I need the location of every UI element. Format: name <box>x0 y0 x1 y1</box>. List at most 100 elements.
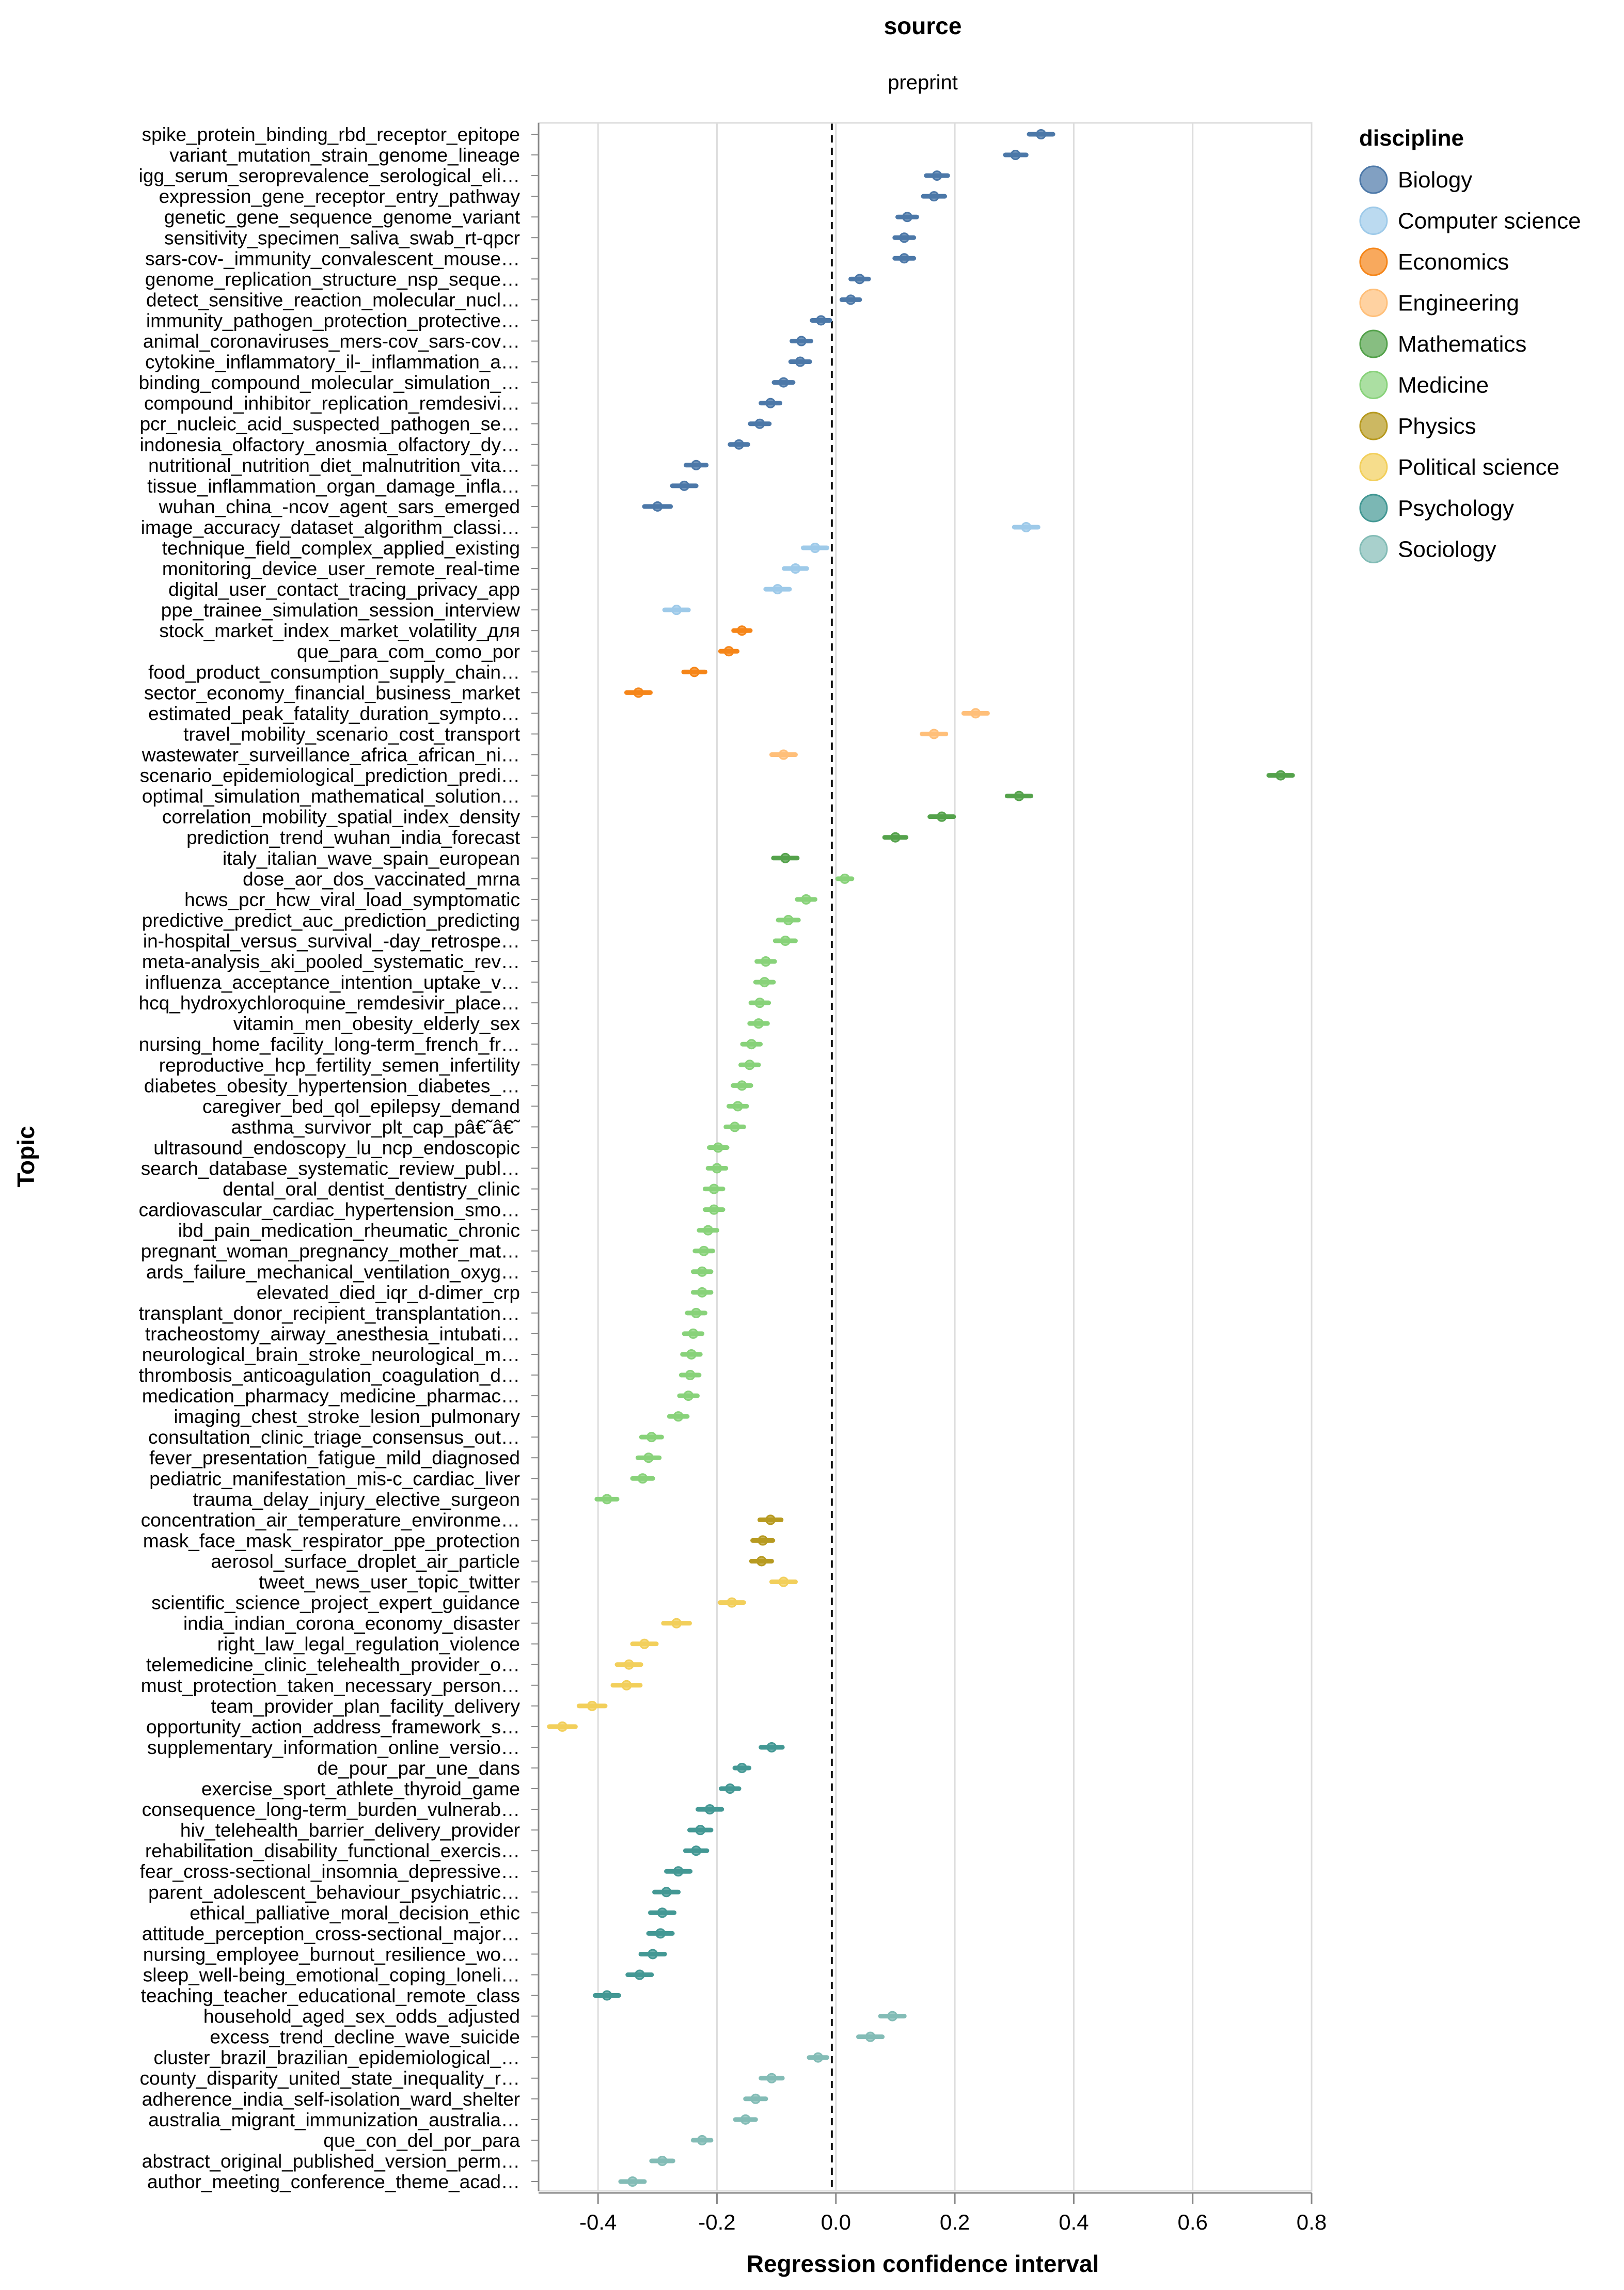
y-tick-label: telemedicine_clinic_telehealth_provider_… <box>146 1654 520 1676</box>
estimate-point <box>854 274 865 285</box>
y-tick-label: cardiovascular_cardiac_hypertension_smo… <box>139 1199 520 1221</box>
estimate-point <box>783 914 794 925</box>
y-tick-label: detect_sensitive_reaction_molecular_nucl… <box>146 289 520 310</box>
estimate-point <box>557 1721 568 1732</box>
y-tick-label: trauma_delay_injury_elective_surgeon <box>193 1489 521 1510</box>
estimate-point <box>899 253 910 264</box>
legend-title: discipline <box>1359 125 1464 151</box>
y-tick-label: neurological_brain_stroke_neurological_m… <box>142 1344 520 1365</box>
y-tick-label: ibd_pain_medication_rheumatic_chronic <box>178 1220 520 1241</box>
estimate-point <box>970 708 981 719</box>
estimate-point <box>1036 129 1047 139</box>
y-tick-label: ultrasound_endoscopy_lu_ncp_endoscopic <box>153 1137 520 1158</box>
y-tick-label: ppe_trainee_simulation_session_interview <box>161 599 520 621</box>
estimate-point <box>691 1845 702 1856</box>
legend-swatch <box>1359 494 1388 523</box>
y-tick-label: tracheostomy_airway_anesthesia_intubati… <box>145 1323 520 1345</box>
estimate-point <box>765 398 776 408</box>
legend-label: Engineering <box>1398 291 1519 316</box>
legend-label: Computer science <box>1398 209 1581 234</box>
y-tick-label: imaging_chest_stroke_lesion_pulmonary <box>174 1406 521 1427</box>
estimate-point <box>928 729 939 739</box>
estimate-point <box>778 1576 789 1587</box>
estimate-point <box>780 935 791 946</box>
estimate-point <box>765 1514 776 1525</box>
plot-area <box>538 122 1313 2192</box>
y-tick-label: variant_mutation_strain_genome_lineage <box>169 145 520 166</box>
estimate-point <box>766 2073 777 2083</box>
y-tick-label: india_indian_corona_economy_disaster <box>183 1613 520 1634</box>
estimate-point <box>772 584 783 595</box>
estimate-point <box>778 749 789 760</box>
y-tick-label: pediatric_manifestation_mis-c_cardiac_li… <box>149 1468 520 1489</box>
estimate-point <box>712 1163 722 1174</box>
y-tick-label: fear_cross-sectional_insomnia_depressive… <box>140 1861 520 1882</box>
y-tick-label: technique_field_complex_applied_existing <box>162 538 520 559</box>
y-tick-label: wastewater_surveillance_africa_african_n… <box>141 745 520 766</box>
y-tick-label: exercise_sport_athlete_thyroid_game <box>201 1778 520 1799</box>
y-tick-label: supplementary_information_online_versio… <box>147 1737 520 1758</box>
legend-label: Economics <box>1398 249 1509 275</box>
estimate-point <box>766 1742 777 1752</box>
y-tick-label: elevated_died_iqr_d-dimer_crp <box>257 1282 520 1303</box>
estimate-point <box>708 1204 719 1215</box>
y-tick-label: consequence_long-term_burden_vulnerab… <box>142 1799 520 1820</box>
estimate-point <box>899 232 910 243</box>
y-axis-title: Topic <box>12 1126 39 1187</box>
estimate-point <box>1275 770 1286 781</box>
estimate-point <box>928 191 939 202</box>
plot-background <box>539 123 1312 2191</box>
y-tick-label: food_product_consumption_supply_chain… <box>148 661 520 683</box>
data-points <box>547 129 1295 2187</box>
y-tick-label: tissue_inflammation_organ_damage_infla… <box>147 476 520 497</box>
legend-swatch <box>1359 207 1388 235</box>
y-tick-label: binding_compound_molecular_simulation_… <box>139 372 520 393</box>
estimate-point <box>813 2052 824 2063</box>
y-tick-label: medication_pharmacy_medicine_pharmac… <box>142 1385 520 1407</box>
y-tick-label: hcws_pcr_hcw_viral_load_symptomatic <box>184 889 520 910</box>
estimate-point <box>673 1866 684 1877</box>
y-tick-label: mask_face_mask_respirator_ppe_protection <box>143 1530 520 1551</box>
y-tick-label: nutritional_nutrition_diet_malnutrition_… <box>148 455 520 476</box>
estimate-point <box>746 1039 757 1050</box>
y-tick-label: adherence_india_self-isolation_ward_shel… <box>142 2089 520 2110</box>
x-axis: -0.4 -0.2 0.0 0.2 0.4 0.6 0.8 <box>539 2192 1327 2234</box>
y-tick-label: digital_user_contact_tracing_privacy_app <box>168 579 520 600</box>
legend-label: Psychology <box>1398 496 1514 521</box>
y-tick-label: igg_serum_seroprevalence_serological_eli… <box>139 165 520 186</box>
estimate-point <box>655 1928 666 1939</box>
estimate-point <box>760 956 771 967</box>
estimate-point <box>1021 522 1032 532</box>
estimate-point <box>699 1245 709 1256</box>
legend-swatch <box>1359 247 1388 276</box>
y-tick-label: ethical_palliative_moral_decision_ethic <box>190 1902 520 1923</box>
y-tick-label: nursing_employee_burnout_resilience_wo… <box>143 1944 520 1965</box>
estimate-point <box>627 2176 638 2187</box>
estimate-point <box>753 1018 764 1029</box>
y-tick-label: team_provider_plan_facility_delivery <box>211 1696 521 1717</box>
y-tick-label: correlation_mobility_spatial_index_densi… <box>162 807 521 828</box>
y-tick-label: county_disparity_united_state_inequality… <box>140 2068 520 2089</box>
legend-swatch <box>1359 165 1388 194</box>
y-tick-label: compound_inhibitor_replication_remdesivi… <box>144 393 520 414</box>
estimate-point <box>865 2031 876 2042</box>
y-tick-label: spike_protein_binding_rbd_receptor_epito… <box>142 124 520 145</box>
estimate-point <box>1010 150 1021 161</box>
y-tick-label: predictive_predict_auc_prediction_predic… <box>142 910 520 931</box>
x-tick-label: 0.0 <box>821 2210 851 2234</box>
y-tick-label: dental_oral_dentist_dentistry_clinic <box>223 1179 520 1200</box>
x-tick-label: 0.8 <box>1297 2210 1327 2234</box>
y-tick-label: transplant_donor_recipient_transplantati… <box>139 1303 520 1324</box>
legend-swatch <box>1359 535 1388 563</box>
y-tick-label: pcr_nucleic_acid_suspected_pathogen_se… <box>140 414 520 435</box>
estimate-point <box>1014 791 1024 801</box>
y-tick-label: australia_migrant_immunization_australia… <box>148 2109 520 2130</box>
y-tick-label: sleep_well-being_emotional_coping_loneli… <box>143 1964 520 1985</box>
legend-label: Sociology <box>1398 537 1496 562</box>
y-tick-label: sars-cov-_immunity_convalescent_mouse… <box>145 248 520 269</box>
estimate-point <box>704 1804 715 1815</box>
y-tick-label: dose_aor_dos_vaccinated_mrna <box>243 868 520 890</box>
y-tick-label: abstract_original_published_version_perm… <box>142 2151 520 2172</box>
y-tick-label: attitude_perception_cross-sectional_majo… <box>142 1923 520 1944</box>
estimate-point <box>708 1183 719 1194</box>
